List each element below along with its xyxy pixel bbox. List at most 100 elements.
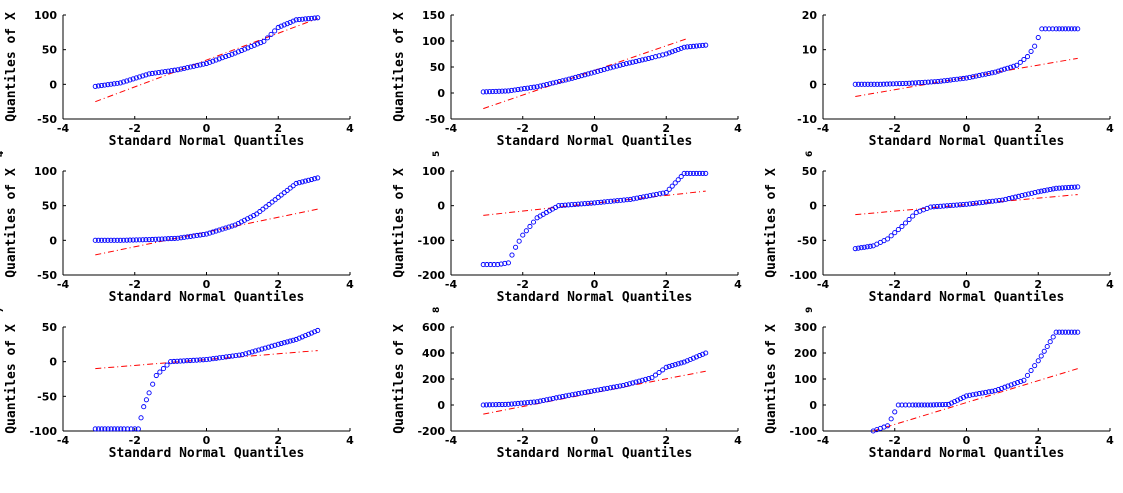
qq-point [588,200,594,206]
y-tick-label: 20 [802,9,818,22]
qq-point [184,65,190,71]
qq-point [960,201,966,208]
qq-point [940,402,946,408]
qq-point [1059,26,1065,32]
qq-point [1003,196,1009,202]
y-tick-label: 50 [430,61,446,74]
qq-point [1035,34,1041,41]
qq-point [928,79,934,85]
qq-point [194,357,200,363]
qq-point [852,81,858,87]
qq-point [572,391,578,397]
qq-point [1056,329,1062,335]
qq-point [210,229,216,235]
qq-point [502,88,508,94]
qq-point [245,45,251,51]
qq-point [893,81,899,87]
qq-point [493,88,499,94]
qq-point [1041,188,1047,194]
qq-point [505,260,511,266]
qq-point [293,336,299,343]
qq-point [922,402,928,408]
qq-point [229,223,235,229]
qq-point [191,233,197,239]
qq-point [585,71,591,77]
qq-point [290,337,296,343]
qq-point [627,381,633,387]
qq-point [646,376,652,382]
qq-point [608,198,614,204]
qq-point [1050,334,1056,340]
qq-point [598,386,604,393]
qq-point [922,79,928,85]
qq-point [906,80,912,86]
qq-point [184,358,190,364]
qq-point [653,191,660,197]
y-tick-label: 200 [422,373,445,386]
qq-point [989,388,995,394]
qq-point [954,397,961,403]
y-tick-label: 200 [794,347,817,360]
qq-subplot-7: -4 -2 0 2 4 -100 -50 0 50 Standard Normal Quantil… [4,321,354,461]
qq-point [174,358,180,364]
qq-point [703,350,709,356]
qq-point [1025,191,1032,197]
qq-point [913,402,919,408]
qq-point [1065,26,1072,32]
qq-point [299,334,305,340]
qq-point [105,82,111,88]
qq-point [105,237,111,243]
qq-point [138,415,144,421]
qq-point [941,78,947,84]
qq-point [496,88,502,94]
qq-point [649,375,655,381]
qq-point [572,74,578,80]
qq-point [950,202,957,208]
qq-point [690,355,696,361]
qq-point [693,170,700,176]
qq-point [312,176,318,182]
qq-point [591,200,598,206]
qq-point [1011,63,1017,69]
x-tick-label: 4 [346,434,354,447]
qq-point [1039,26,1045,32]
qq-point [1075,184,1081,190]
qq-point [534,399,540,405]
x-tick-label: 2 [1034,122,1042,135]
qq-point [150,381,156,387]
qq-point [902,402,909,408]
qq-point [99,82,105,89]
qq-point [117,80,123,86]
x-tick-label: -2 [129,122,141,135]
qq-point [265,344,272,350]
qq-point [1005,383,1011,389]
qq-point [1044,187,1050,193]
qq-point [219,55,225,61]
qq-point [925,402,931,408]
qq-point [565,202,571,208]
qq-point [630,59,636,65]
x-tick-label: -4 [57,434,70,447]
qq-point [530,219,537,225]
qq-point [544,397,550,403]
qq-point [995,68,1001,74]
x-axis-label: Standard Normal Quantiles [497,290,693,305]
y-tick-label: -10 [797,113,817,126]
qq-point [598,199,604,205]
qq-point [168,236,174,242]
qq-point [181,358,187,364]
qq-point [973,73,979,79]
qq-point [1056,185,1062,191]
qq-point [934,203,940,210]
qq-point [190,357,197,363]
qq-point [895,402,901,408]
qq-point [563,77,569,83]
reference-line [855,57,1078,97]
qq-point [928,204,934,210]
x-tick-label: 0 [963,434,971,447]
qq-point [572,201,578,207]
y-tick-label: -200 [417,269,445,282]
qq-point [697,353,703,359]
qq-point [1028,367,1034,374]
